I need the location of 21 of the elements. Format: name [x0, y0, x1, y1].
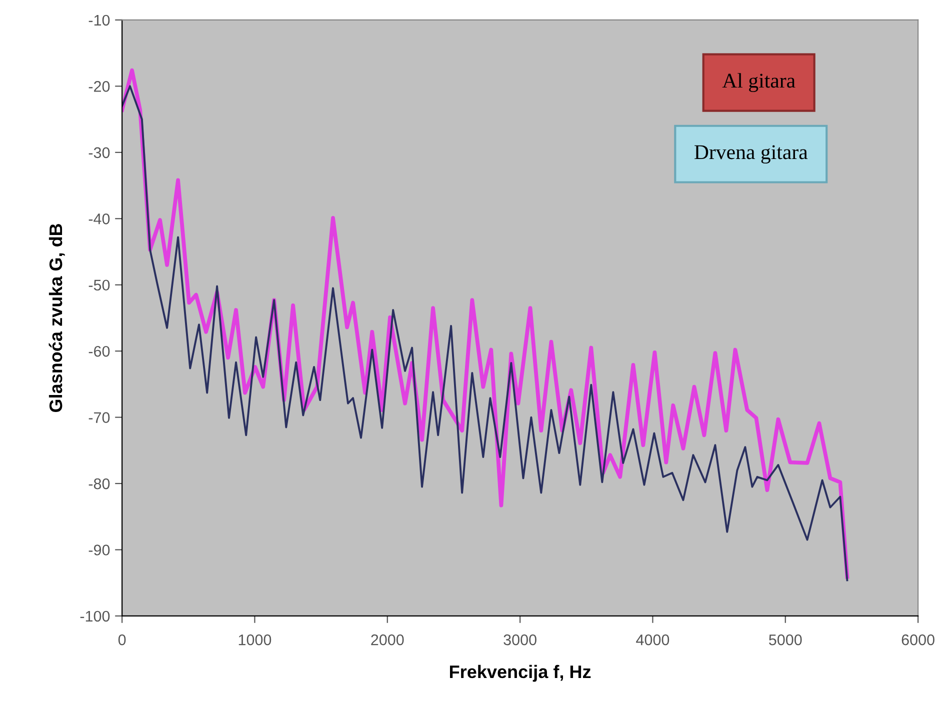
x-tick-label: 6000: [902, 634, 934, 646]
x-tick-label: 3000: [504, 634, 536, 646]
y-tick-label: -60: [88, 346, 110, 357]
y-tick-label: -70: [88, 412, 110, 423]
x-tick-label: 5000: [768, 634, 802, 646]
x-tick-label: 1000: [238, 634, 272, 646]
y-axis-title: Glasnoća zvuka G, dB: [48, 224, 65, 412]
x-axis-title: Frekvencija f, Hz: [450, 664, 591, 682]
y-tick-label: -90: [88, 544, 110, 556]
x-tick-label: 0: [118, 634, 126, 646]
y-tick-label: -30: [88, 147, 110, 158]
y-tick-label: -10: [88, 14, 110, 26]
y-tick-label: -80: [88, 478, 110, 490]
annotation: Al gitara: [722, 73, 796, 92]
annotation: Drvena gitara: [694, 145, 808, 164]
y-tick-label: -50: [88, 280, 110, 291]
x-tick-label: 4000: [636, 634, 670, 646]
x-tick-label: 2000: [371, 634, 404, 646]
y-tick-label: -40: [88, 214, 110, 224]
y-tick-label: -20: [88, 81, 110, 92]
y-tick-label: -100: [80, 610, 110, 622]
